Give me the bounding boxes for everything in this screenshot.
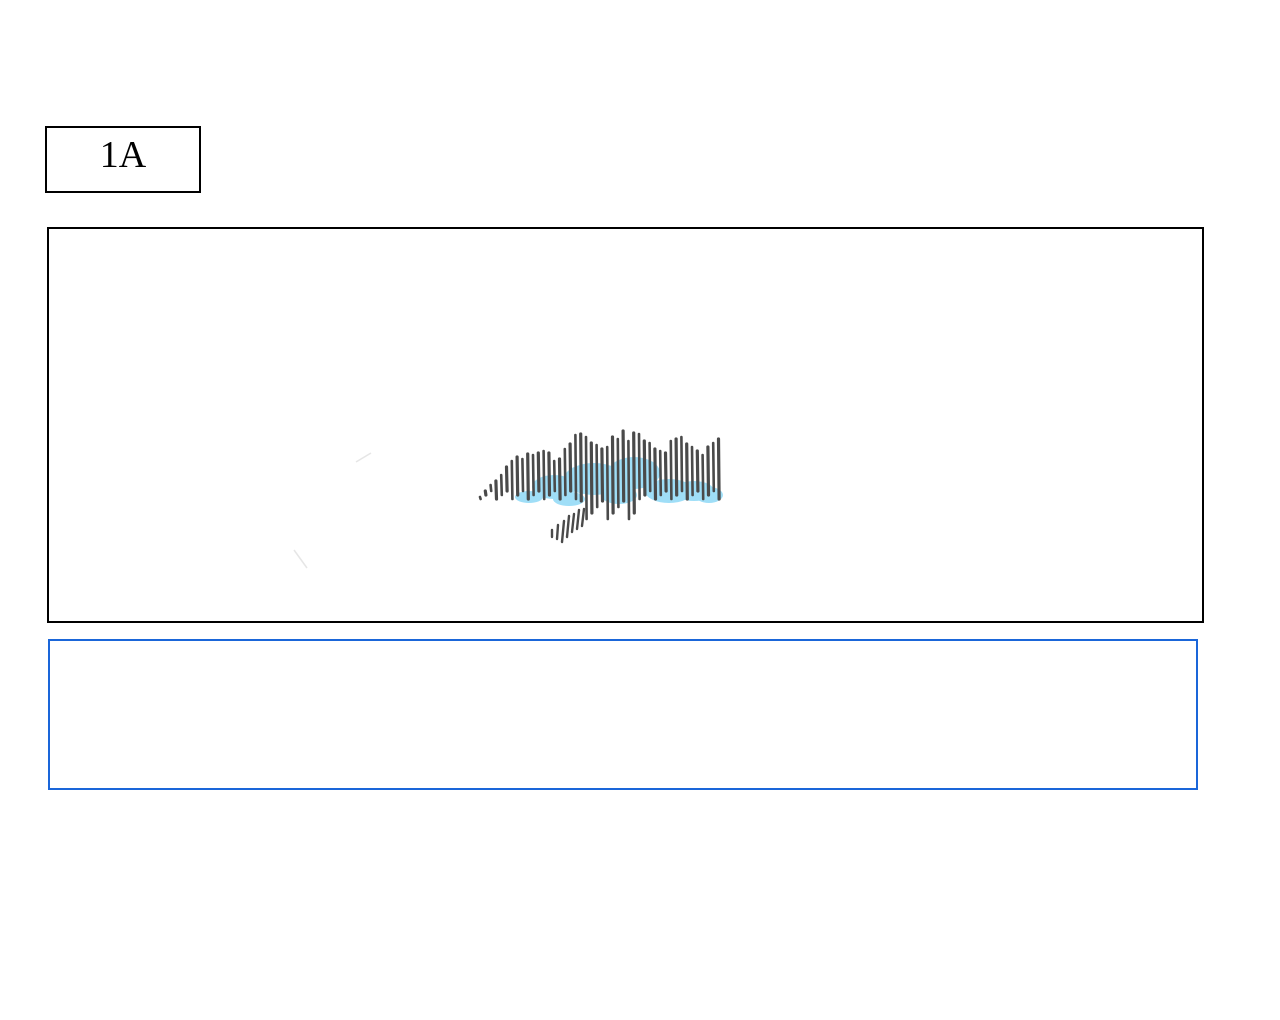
sketch-stroke — [489, 483, 493, 493]
sketch-stroke — [494, 479, 499, 501]
sketch-stroke — [627, 439, 631, 521]
sketch-stroke — [547, 451, 552, 497]
sketch-stroke — [580, 507, 586, 528]
sketch-stroke — [483, 489, 488, 497]
sketch-stroke — [637, 432, 641, 501]
sketch-stroke — [542, 449, 546, 501]
sketch-stroke — [570, 512, 576, 534]
sketch-strokes — [478, 429, 721, 544]
sketch-stroke — [575, 508, 581, 531]
sketch-stroke — [584, 435, 588, 521]
sketch-stroke — [632, 431, 636, 515]
sketch-stroke — [555, 523, 560, 541]
sketch-stroke — [711, 441, 716, 493]
sketch-stroke — [695, 449, 700, 493]
sketch-stroke — [478, 495, 482, 501]
sketch-stroke — [560, 519, 566, 544]
sketch-stroke — [663, 451, 668, 493]
sketch-stroke — [536, 451, 541, 493]
sketch-stroke — [589, 441, 594, 515]
sketch-stroke — [568, 442, 573, 493]
panel-label-text: 1A — [99, 134, 147, 176]
sketch-stroke — [716, 437, 721, 501]
sketch-stroke — [557, 457, 562, 501]
sketch-stroke — [621, 429, 626, 503]
sketch-stroke — [574, 433, 578, 501]
sketch-stroke — [680, 435, 684, 493]
sketch-stroke — [552, 459, 557, 493]
sketch-stroke — [616, 437, 620, 509]
sketch-stroke — [563, 447, 567, 497]
sketch-stroke — [610, 435, 615, 515]
sketch-canvas[interactable] — [49, 229, 1202, 621]
panel-label: 1A — [45, 126, 201, 193]
sketch-stroke — [642, 439, 647, 497]
sketch-stroke — [701, 453, 705, 501]
sketch-stroke — [648, 441, 652, 493]
sketch-stroke — [658, 449, 663, 497]
sketch-stroke — [499, 473, 504, 497]
sketch-stroke — [565, 514, 571, 539]
sketch-stroke — [706, 445, 711, 497]
faint-marks — [293, 452, 372, 569]
sketch-stroke — [605, 445, 610, 521]
sketch-stroke — [526, 452, 530, 501]
sketch-stroke — [674, 437, 679, 497]
sketch-stroke — [690, 445, 694, 497]
sketch-stroke — [685, 442, 689, 501]
notes-textarea[interactable] — [48, 639, 1198, 790]
sketch-stroke — [669, 439, 673, 501]
sketch-stroke — [531, 453, 535, 497]
sketch-stroke — [515, 455, 520, 497]
sketch-stroke — [504, 465, 509, 493]
sketch-stroke — [521, 457, 525, 493]
sketch-stroke — [595, 443, 599, 509]
storyboard-frame[interactable] — [47, 227, 1204, 623]
sketch-stroke — [600, 447, 605, 503]
sketch-stroke — [579, 432, 583, 503]
sketch-stroke — [653, 447, 658, 501]
sketch-stroke — [510, 459, 514, 501]
